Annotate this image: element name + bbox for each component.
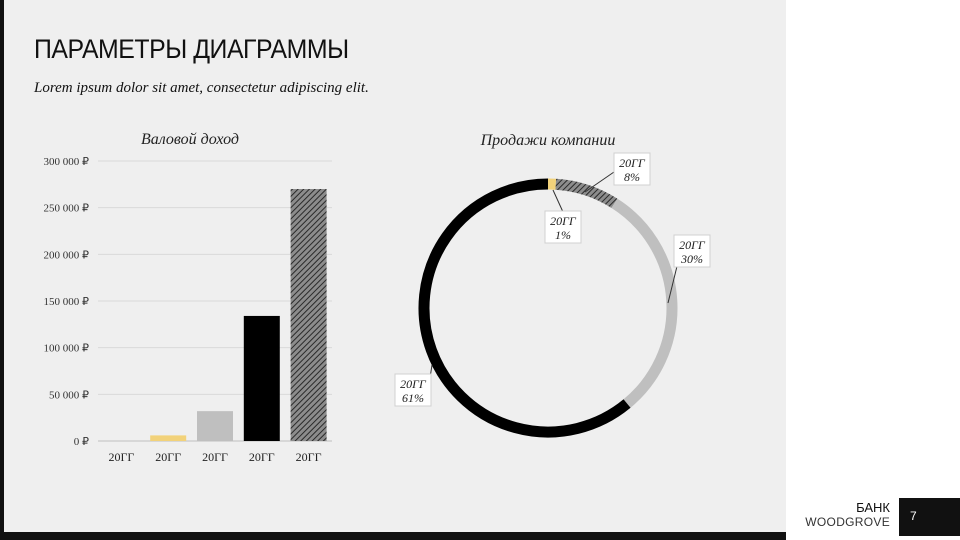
donut-slice-percent: 8% [624, 170, 640, 184]
donut-leader-line [584, 171, 615, 193]
bar-chart-bars [150, 189, 327, 441]
x-tick-label: 20ГГ [296, 450, 322, 464]
donut-label-box [613, 152, 651, 186]
bar [243, 315, 280, 441]
y-tick-label: 50 000 ₽ [49, 389, 89, 401]
y-tick-label: 0 ₽ [74, 436, 89, 448]
donut-chart-title: Продажи компании [480, 132, 616, 149]
bar [197, 411, 233, 441]
slide-background [0, 0, 786, 536]
donut-slice [555, 178, 618, 209]
x-tick-label: 20ГГ [108, 450, 134, 464]
page-number-box: 7 [899, 498, 960, 536]
donut-slice-label: 20ГГ [679, 238, 706, 252]
bar [150, 435, 187, 441]
slide-title: ПАРАМЕТРЫ ДИАГРАММЫ [34, 34, 349, 64]
y-tick-label: 250 000 ₽ [44, 203, 90, 215]
y-tick-label: 200 000 ₽ [44, 249, 90, 261]
x-tick-label: 20ГГ [202, 450, 228, 464]
donut-slice-percent: 1% [555, 228, 571, 242]
donut-label-box [673, 234, 711, 268]
x-tick-label: 20ГГ [155, 450, 181, 464]
donut-slice-label: 20ГГ [619, 156, 646, 170]
donut-label-box [394, 373, 432, 407]
donut-label-box [544, 210, 582, 244]
brand-line-2: WOODGROVE [805, 515, 890, 529]
brand-logo: БАНК WOODGROVE [805, 500, 890, 530]
donut-slice-label: 20ГГ [400, 377, 427, 391]
y-tick-label: 100 000 ₽ [44, 343, 90, 355]
donut-slice-label: 20ГГ [550, 214, 577, 228]
donut-chart-slices [418, 178, 678, 438]
slide-subtitle: Lorem ipsum dolor sit amet, consectetur … [34, 80, 369, 96]
bar-chart-y-axis: 0 ₽ 50 000 ₽ 100 000 ₽ 150 000 ₽ 200 000 ₽ 25… [44, 156, 90, 448]
y-tick-label: 300 000 ₽ [44, 156, 90, 168]
left-accent-bar [0, 0, 4, 540]
donut-slice [611, 198, 678, 408]
bar-chart-x-axis: 20ГГ 20ГГ 20ГГ 20ГГ 20ГГ [108, 450, 321, 464]
donut-slice [418, 178, 631, 438]
bar-chart-title: Валовой доход [141, 131, 239, 148]
donut-slice-percent: 30% [680, 252, 703, 266]
x-tick-label: 20ГГ [249, 450, 275, 464]
page-number: 7 [910, 509, 917, 523]
bar [290, 189, 327, 441]
brand-line-1: БАНК [856, 500, 890, 515]
y-tick-label: 150 000 ₽ [44, 296, 90, 308]
bottom-accent-bar [0, 532, 786, 540]
donut-slice-percent: 61% [402, 391, 424, 405]
donut-leader-line [552, 189, 564, 213]
